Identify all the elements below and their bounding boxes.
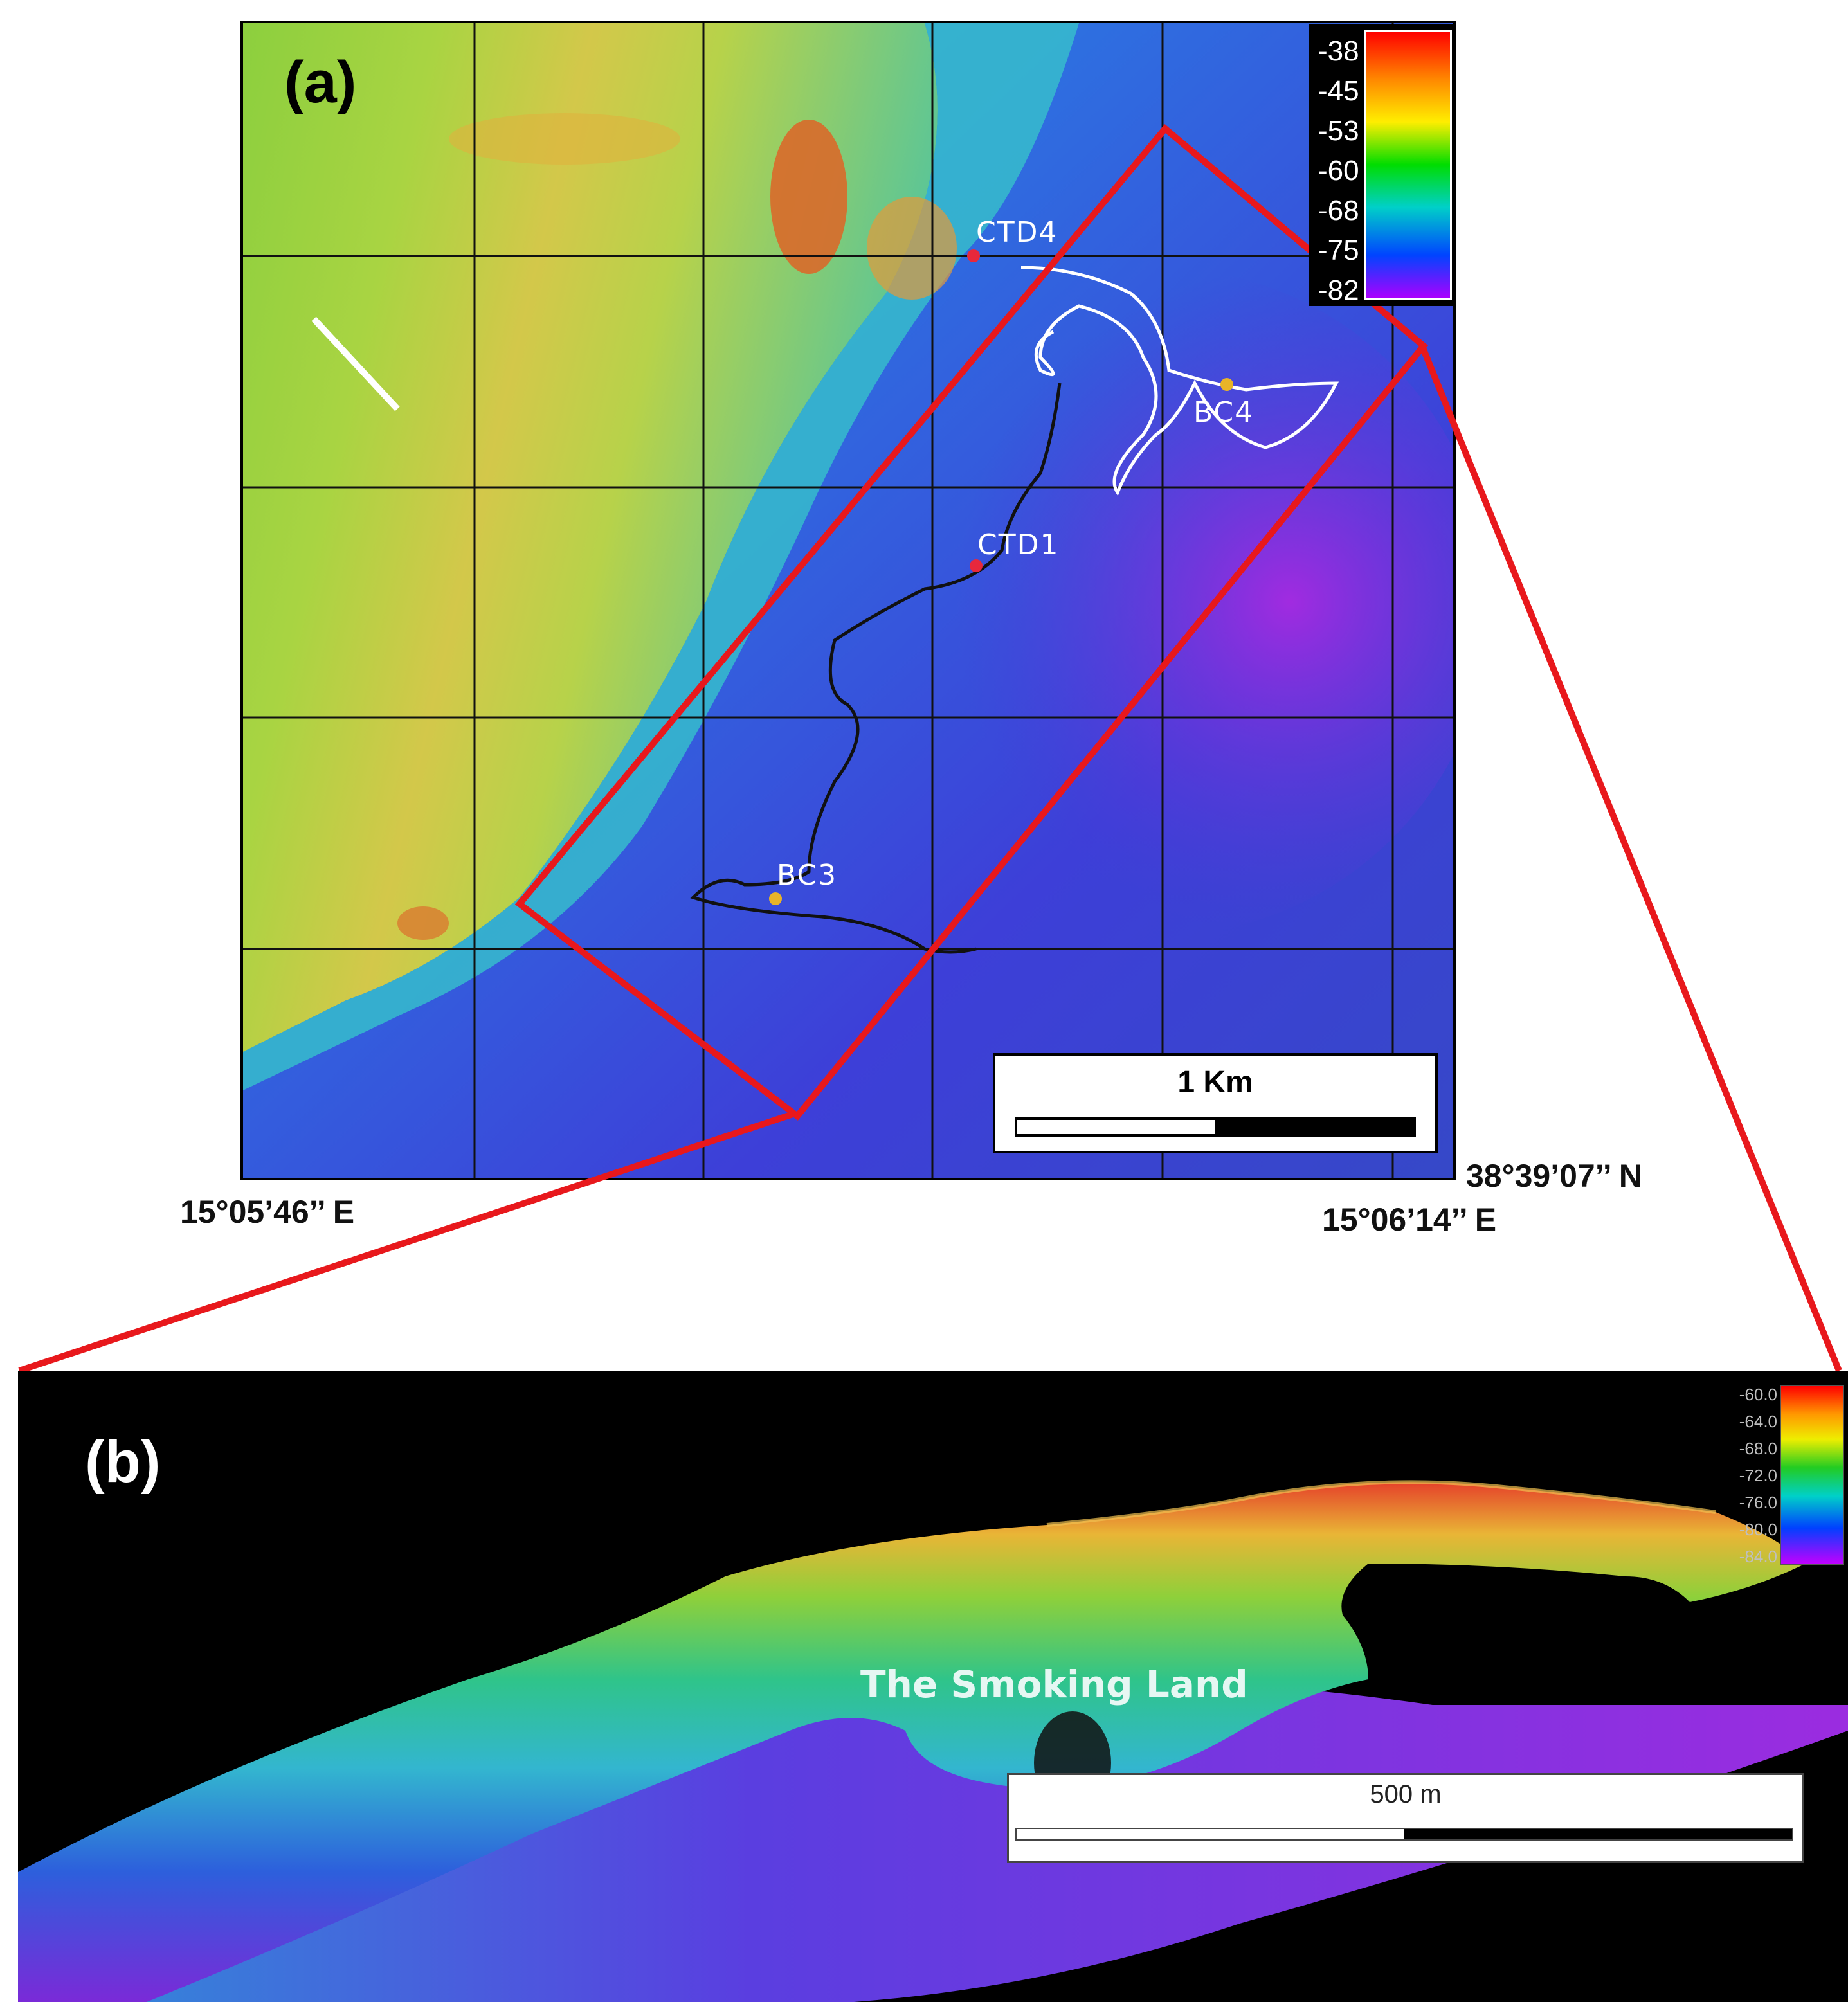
station-label-bc4: BC4 xyxy=(1193,396,1255,429)
colorbar-b-tick: -72.0 xyxy=(1739,1466,1777,1485)
station-label-bc3: BC3 xyxy=(777,859,838,892)
colorbar-a-tick: -68 xyxy=(1318,195,1359,226)
ctd1-marker xyxy=(970,559,983,572)
colorbar-a-tick: -38 xyxy=(1318,35,1359,67)
bc4-marker xyxy=(1220,378,1233,391)
colorbar-a-tick: -82 xyxy=(1318,275,1359,306)
panel-a-label: (a) xyxy=(284,50,357,115)
panel-b-label: (b) xyxy=(85,1429,161,1495)
scale-bar-b: 500 m xyxy=(1007,1773,1804,1863)
station-label-ctd4: CTD4 xyxy=(976,216,1058,249)
ctd4-marker xyxy=(967,249,980,262)
colorbar-a-gradient xyxy=(1364,30,1452,300)
scale-bar-a-graphic xyxy=(1015,1117,1416,1137)
coord-lat-south: 38°39’07’’ N xyxy=(1466,1158,1642,1194)
colorbar-b-tick: -68.0 xyxy=(1739,1439,1777,1458)
scale-bar-a-label: 1 Km xyxy=(1177,1065,1253,1099)
colorbar-a-tick: -45 xyxy=(1318,75,1359,107)
colorbar-b-tick: -60.0 xyxy=(1739,1385,1777,1404)
rov-track-black xyxy=(690,383,1062,954)
scale-bar-b-label: 500 m xyxy=(1370,1780,1442,1808)
colorbar-a-tick: -53 xyxy=(1318,115,1359,147)
scale-bar-a: 1 Km xyxy=(993,1053,1438,1153)
coord-lon-east: 15°06’14’’ E xyxy=(1322,1202,1497,1238)
bathymetry-3d-view-b: (b) The Smoking Land -60.0 -64.0 -68.0 -… xyxy=(18,1371,1848,2002)
colorbar-a-tick: -60 xyxy=(1318,155,1359,186)
bc3-marker xyxy=(769,892,782,905)
colorbar-b-tick: -80.0 xyxy=(1739,1520,1777,1539)
coord-lon-west: 15°05’46’’ E xyxy=(180,1194,355,1230)
colorbar-b-gradient xyxy=(1780,1385,1844,1565)
colorbar-b-tick: -76.0 xyxy=(1739,1493,1777,1512)
colorbar-b-tick: -64.0 xyxy=(1739,1412,1777,1431)
depth-colorbar-b: -60.0 -64.0 -68.0 -72.0 -76.0 -80.0 -84.… xyxy=(1690,1380,1844,1573)
scale-bar-b-graphic xyxy=(1015,1828,1793,1841)
bathymetry-map-a: (a) CTD4 CTD1 BC4 BC3 -38 -45 -53 -60 -6… xyxy=(240,21,1456,1180)
bathymetry-surface xyxy=(243,23,1453,1178)
feature-label-smoking-land: The Smoking Land xyxy=(860,1663,1248,1706)
colorbar-a-tick: -75 xyxy=(1318,235,1359,266)
rov-track-white xyxy=(1020,266,1339,496)
depth-colorbar-a: -38 -45 -53 -60 -68 -75 -82 xyxy=(1309,24,1453,306)
colorbar-b-tick: -84.0 xyxy=(1739,1547,1777,1566)
lat-lon-grid xyxy=(243,23,1453,1178)
station-label-ctd1: CTD1 xyxy=(977,528,1060,561)
